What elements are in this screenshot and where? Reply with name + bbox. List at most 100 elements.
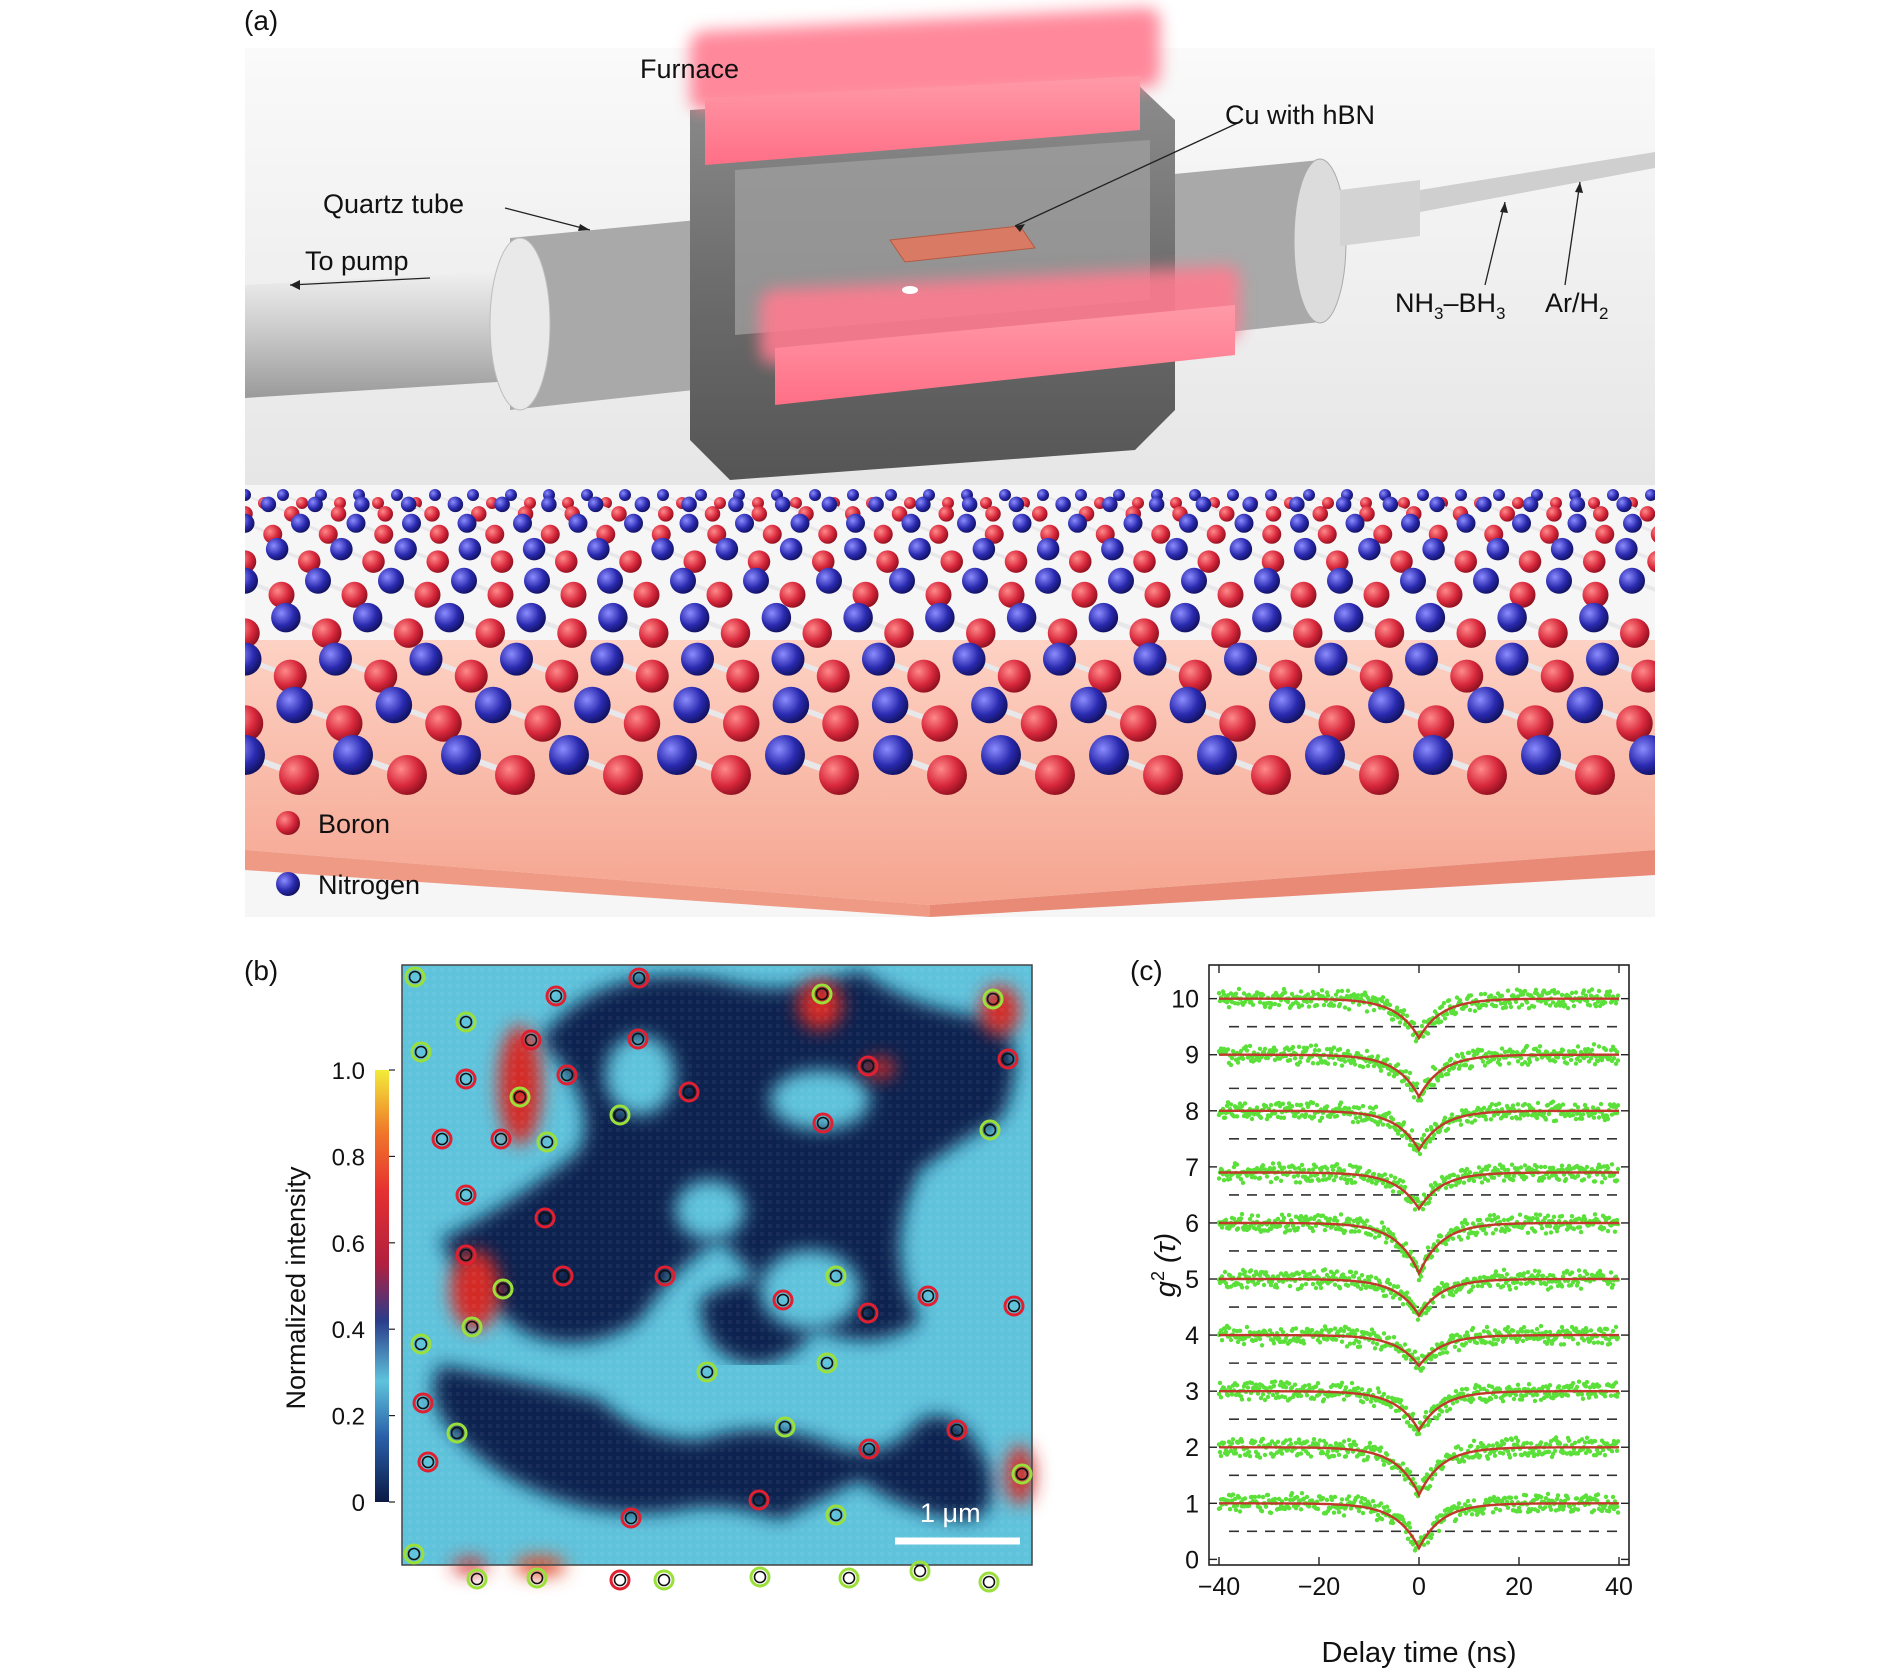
data-point	[1507, 1393, 1513, 1398]
boron-atom	[1620, 618, 1650, 648]
data-point	[1510, 1049, 1516, 1055]
data-point	[1405, 1536, 1411, 1542]
data-point	[1360, 1451, 1366, 1457]
data-point	[1402, 1413, 1408, 1419]
data-point	[1486, 1443, 1492, 1448]
data-point	[1517, 1509, 1523, 1514]
data-point	[1463, 1108, 1469, 1113]
data-point	[1472, 1118, 1478, 1123]
data-point	[1356, 1106, 1362, 1111]
data-point	[1531, 1004, 1537, 1009]
data-point	[1551, 1214, 1557, 1220]
data-point	[1371, 1403, 1377, 1409]
data-point	[1298, 1451, 1304, 1456]
boron-atom	[790, 497, 802, 509]
data-point	[1239, 1211, 1245, 1217]
data-point	[1356, 1339, 1362, 1345]
boron-atom	[1293, 618, 1323, 648]
data-point	[1347, 1341, 1353, 1346]
data-point	[1233, 991, 1239, 996]
data-point	[1353, 1442, 1359, 1448]
data-point	[1227, 1176, 1233, 1182]
data-point	[1576, 1268, 1582, 1273]
nitrogen-atom	[1043, 642, 1076, 676]
nitrogen-atom	[400, 496, 417, 513]
data-point	[1351, 1274, 1357, 1279]
data-point	[1297, 1180, 1303, 1185]
data-point	[1262, 1452, 1268, 1458]
colorbar-label: Normalized intensity	[281, 1166, 311, 1410]
nitrogen-atom	[1422, 537, 1445, 561]
data-point	[1455, 1505, 1461, 1510]
nitrogen-atom	[619, 489, 631, 501]
boron-atom	[495, 755, 535, 795]
data-point	[1546, 1449, 1552, 1455]
data-point	[1357, 1114, 1363, 1120]
data-point	[1588, 1056, 1594, 1061]
data-point	[1381, 1331, 1387, 1336]
data-point	[1605, 1165, 1611, 1171]
data-point	[1428, 1357, 1434, 1362]
data-point	[1275, 1216, 1281, 1222]
data-point	[1468, 993, 1474, 998]
data-point	[1429, 1532, 1435, 1537]
data-point	[1366, 1278, 1372, 1283]
data-point	[1292, 1382, 1298, 1387]
data-point	[1286, 1381, 1292, 1386]
data-point	[1364, 1009, 1370, 1014]
data-point	[1596, 988, 1602, 994]
data-point	[1274, 1285, 1280, 1290]
boron-atom	[683, 550, 706, 573]
data-point	[1228, 1448, 1234, 1454]
nitrogen-atom	[1113, 489, 1125, 501]
data-point	[1316, 1178, 1322, 1183]
nitrogen-atom	[871, 686, 909, 724]
data-point	[1379, 998, 1385, 1004]
data-point	[1331, 1271, 1337, 1277]
data-point	[1500, 1451, 1506, 1456]
data-point	[1572, 1440, 1578, 1446]
data-point	[1301, 1341, 1307, 1346]
data-point	[1420, 1207, 1426, 1212]
data-point	[1547, 1329, 1553, 1335]
data-point	[1275, 1274, 1281, 1279]
boron-atom	[1262, 524, 1282, 544]
data-point	[1467, 1170, 1473, 1175]
data-point	[1583, 1493, 1589, 1498]
data-point	[1276, 1496, 1282, 1502]
boron-atom	[723, 705, 760, 742]
data-point	[1427, 1305, 1433, 1310]
data-point	[1545, 1491, 1551, 1497]
data-point	[1240, 1180, 1246, 1186]
data-point	[1314, 1330, 1320, 1335]
nitrogen-atom	[1229, 537, 1253, 561]
data-point	[1269, 1279, 1275, 1284]
boron-atom	[524, 497, 536, 509]
data-point	[1355, 1051, 1361, 1056]
emitter-marker-red	[627, 1028, 649, 1050]
data-point	[1364, 1048, 1370, 1054]
data-point	[1319, 1280, 1325, 1285]
data-point	[1321, 1173, 1327, 1178]
boron-atom	[1071, 581, 1098, 608]
nitrogen-atom	[1401, 513, 1420, 533]
data-point	[1256, 1386, 1262, 1391]
boron-atom	[752, 497, 764, 509]
nitrogen-atom	[728, 496, 744, 513]
g2-series	[1216, 1161, 1621, 1212]
data-point	[1538, 1164, 1544, 1170]
data-point	[1375, 1386, 1381, 1391]
data-point	[1237, 1509, 1243, 1514]
data-point	[1239, 1439, 1245, 1444]
boron-atom	[1133, 550, 1156, 573]
data-point	[1542, 1505, 1548, 1510]
emitter-marker-green	[455, 1011, 477, 1033]
data-point	[1547, 1224, 1553, 1229]
label-quartz-tube: Quartz tube	[323, 189, 464, 219]
nitrogen-atom	[271, 602, 301, 633]
data-point	[1395, 1284, 1401, 1289]
data-point	[1420, 1365, 1426, 1371]
data-point	[1575, 1173, 1581, 1179]
data-point	[1591, 1115, 1597, 1120]
data-point	[1383, 1293, 1389, 1299]
